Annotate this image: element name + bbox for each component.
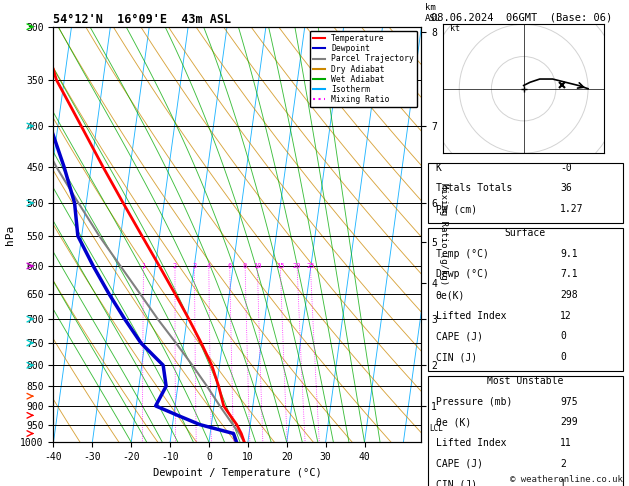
Text: 12: 12: [560, 311, 572, 321]
Text: K: K: [435, 163, 442, 173]
Text: Most Unstable: Most Unstable: [487, 376, 564, 386]
Text: CAPE (J): CAPE (J): [435, 331, 482, 342]
Y-axis label: hPa: hPa: [4, 225, 14, 244]
Bar: [428, 228, 623, 371]
Text: © weatheronline.co.uk: © weatheronline.co.uk: [510, 474, 623, 484]
Text: 0: 0: [560, 352, 566, 362]
Text: kt: kt: [450, 24, 460, 33]
Text: 20: 20: [293, 263, 301, 269]
Text: 975: 975: [560, 397, 578, 407]
Text: 0: 0: [560, 331, 566, 342]
Text: 1: 1: [560, 479, 566, 486]
Text: Dewp (°C): Dewp (°C): [435, 269, 488, 279]
Text: 15: 15: [276, 263, 284, 269]
Text: CAPE (J): CAPE (J): [435, 459, 482, 469]
Text: LCL: LCL: [429, 424, 443, 433]
Text: 298: 298: [560, 290, 578, 300]
Y-axis label: Mixing Ratio (g/kg): Mixing Ratio (g/kg): [439, 183, 448, 286]
Text: 7.1: 7.1: [560, 269, 578, 279]
Text: CIN (J): CIN (J): [435, 479, 477, 486]
Text: Temp (°C): Temp (°C): [435, 249, 488, 259]
Text: Lifted Index: Lifted Index: [435, 438, 506, 448]
Text: 2: 2: [560, 459, 566, 469]
Text: 299: 299: [560, 417, 578, 427]
Text: 10: 10: [253, 263, 262, 269]
Text: Lifted Index: Lifted Index: [435, 311, 506, 321]
Bar: [428, 163, 623, 223]
Text: 9.1: 9.1: [560, 249, 578, 259]
Text: 4: 4: [207, 263, 211, 269]
Text: θe(K): θe(K): [435, 290, 465, 300]
Text: θe (K): θe (K): [435, 417, 470, 427]
Text: -0: -0: [560, 163, 572, 173]
Text: 8: 8: [243, 263, 247, 269]
Text: PW (cm): PW (cm): [435, 204, 477, 214]
Text: 1: 1: [142, 263, 146, 269]
Text: 3: 3: [192, 263, 197, 269]
Text: 54°12'N  16°09'E  43m ASL: 54°12'N 16°09'E 43m ASL: [53, 13, 231, 26]
Text: 1.27: 1.27: [560, 204, 584, 214]
Text: km
ASL: km ASL: [425, 3, 441, 22]
Text: 08.06.2024  06GMT  (Base: 06): 08.06.2024 06GMT (Base: 06): [431, 12, 612, 22]
Text: Pressure (mb): Pressure (mb): [435, 397, 512, 407]
Text: 6: 6: [228, 263, 232, 269]
Bar: [428, 376, 623, 486]
Legend: Temperature, Dewpoint, Parcel Trajectory, Dry Adiabat, Wet Adiabat, Isotherm, Mi: Temperature, Dewpoint, Parcel Trajectory…: [309, 31, 418, 107]
X-axis label: Dewpoint / Temperature (°C): Dewpoint / Temperature (°C): [153, 468, 322, 478]
Text: Totals Totals: Totals Totals: [435, 184, 512, 193]
Text: Surface: Surface: [504, 228, 546, 238]
Text: 11: 11: [560, 438, 572, 448]
Text: CIN (J): CIN (J): [435, 352, 477, 362]
Text: 25: 25: [306, 263, 314, 269]
Text: 2: 2: [173, 263, 177, 269]
Text: 36: 36: [560, 184, 572, 193]
